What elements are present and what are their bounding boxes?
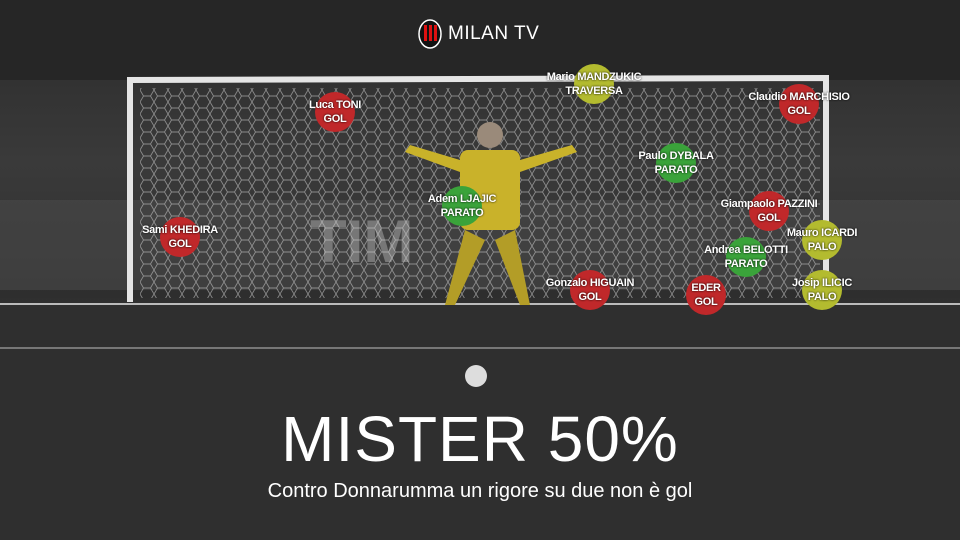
penalty-label: EDER GOL	[626, 281, 786, 309]
outcome-dot	[802, 270, 842, 310]
football	[465, 365, 487, 387]
penalty-outcome: PARATO	[654, 164, 698, 176]
outcome-dot	[656, 143, 696, 183]
player-name: Paulo DYBALA	[638, 150, 714, 162]
outcome-dot	[779, 84, 819, 124]
outcome-dot	[726, 237, 766, 277]
outcome-dot	[686, 275, 726, 315]
player-name: Adem LJAJIC	[427, 193, 497, 205]
penalty-label: Gonzalo HIGUAIN GOL	[510, 276, 670, 304]
penalty-outcome: PALO	[807, 241, 837, 253]
milan-tv-logo: MILAN TV	[418, 19, 539, 49]
penalty-label: Sami KHEDIRA GOL	[100, 223, 260, 251]
penalty-label: Luca TONI GOL	[255, 98, 415, 126]
outcome-dot	[315, 92, 355, 132]
penalty-label: Andrea BELOTTI PARATO	[666, 243, 826, 271]
penalty-outcome: TRAVERSA	[565, 85, 623, 97]
headline-title: MISTER 50%	[281, 403, 679, 475]
penalty-label: Giampaolo PAZZINI GOL	[689, 197, 849, 225]
pitch	[0, 300, 960, 540]
penalty-outcome: PALO	[807, 291, 837, 303]
goal-frame	[127, 74, 829, 302]
headline-subtitle: Contro Donnarumma un rigore su due non è…	[267, 480, 693, 502]
player-name: Mario MANDZUKIC	[546, 71, 642, 83]
player-name: Luca TONI	[308, 99, 362, 111]
brand-name: MILAN TV	[448, 23, 540, 44]
penalty-outcome: GOL	[757, 212, 781, 224]
outcome-dot	[160, 217, 200, 257]
outcome-dot	[570, 270, 610, 310]
crowd	[0, 0, 960, 80]
penalty-outcome: GOL	[694, 296, 718, 308]
player-name: Sami KHEDIRA	[142, 224, 218, 236]
player-name: Gonzalo HIGUAIN	[545, 277, 635, 289]
penalty-label: Mario MANDZUKIC TRAVERSA	[514, 70, 674, 98]
penalty-outcome: GOL	[578, 291, 602, 303]
penalty-outcome: PARATO	[440, 207, 484, 219]
outcome-dot	[574, 64, 614, 104]
player-name: Giampaolo PAZZINI	[720, 198, 818, 210]
outcome-dot	[802, 220, 842, 260]
penalty-outcome: GOL	[787, 105, 811, 117]
penalty-outcome: PARATO	[724, 258, 768, 270]
penalty-outcome: GOL	[168, 238, 192, 250]
penalty-label: Paulo DYBALA PARATO	[596, 149, 756, 177]
penalty-label: Mauro ICARDI PALO	[742, 226, 902, 254]
penalty-label: Josip ILICIC PALO	[742, 276, 902, 304]
penalty-label: Claudio MARCHISIO GOL	[719, 90, 879, 118]
outcome-dot	[749, 191, 789, 231]
outcome-dot	[442, 186, 482, 226]
player-name: Mauro ICARDI	[786, 227, 858, 239]
ac-milan-crest-icon	[418, 19, 442, 49]
player-name: Josip ILICIC	[792, 277, 852, 289]
player-name: Claudio MARCHISIO	[748, 91, 850, 103]
player-name: EDER	[691, 282, 721, 294]
player-name: Andrea BELOTTI	[704, 244, 788, 256]
penalty-outcome: GOL	[323, 113, 347, 125]
penalty-label: Adem LJAJIC PARATO	[382, 192, 542, 220]
